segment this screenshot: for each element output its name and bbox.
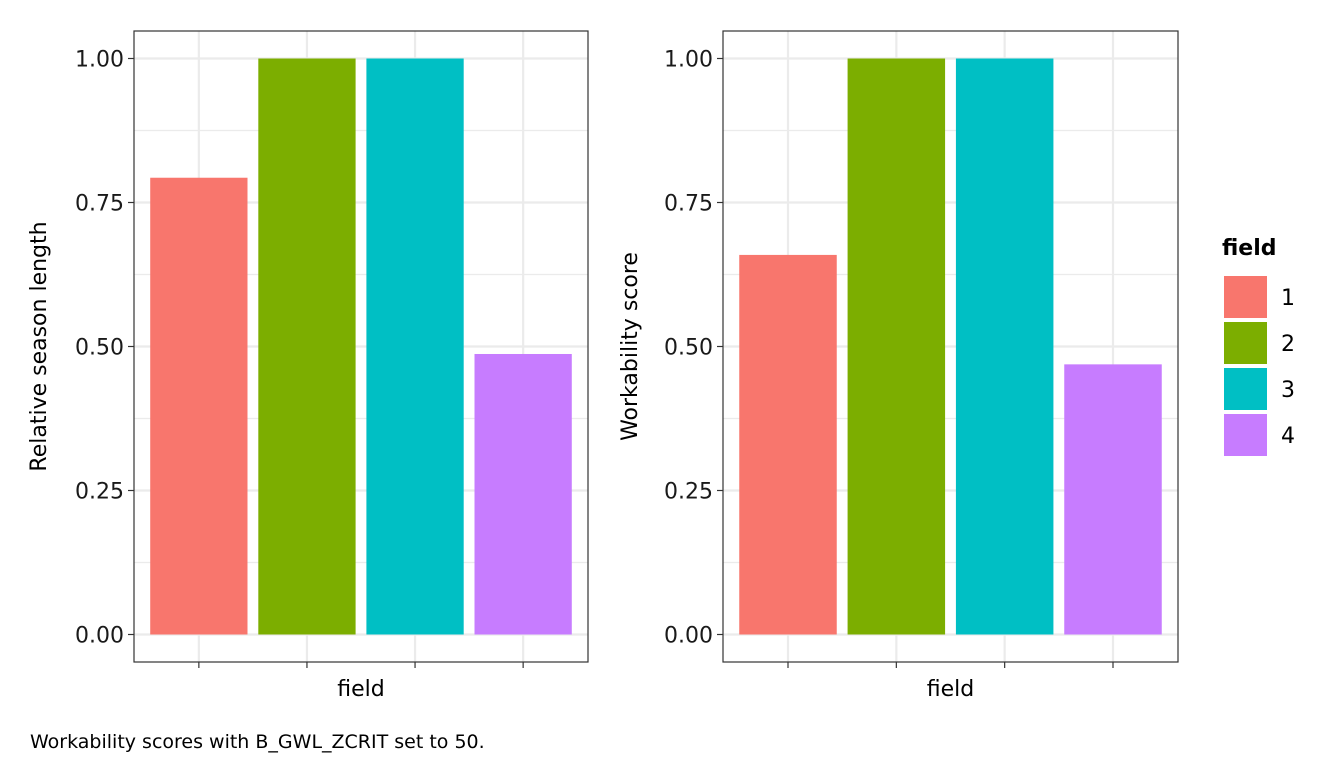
y-tick-label: 0.75 (664, 192, 713, 217)
bar-field-3 (955, 58, 1054, 635)
bar-field-4 (1064, 364, 1162, 635)
chart-panel-relative-season-length: 0.00 0.25 0.50 0.75 1.00 field Relative seas… (27, 30, 589, 702)
y-tick-label: 1.00 (75, 48, 124, 73)
bars (150, 58, 572, 635)
bars (739, 58, 1162, 635)
legend-label: 2 (1281, 332, 1295, 357)
legend-key-1 (1224, 276, 1267, 318)
legend-label: 4 (1281, 424, 1295, 449)
y-axis-title: Relative season length (27, 221, 52, 471)
y-tick-label: 0.50 (75, 336, 124, 361)
y-tick-label: 0.25 (664, 480, 713, 505)
y-tick-label: 0.50 (664, 336, 713, 361)
y-axis-title: Workability score (618, 252, 643, 441)
y-axis-ticks: 0.00 0.25 0.50 0.75 1.00 (664, 48, 1114, 668)
caption: Workability scores with B_GWL_ZCRIT set … (30, 731, 485, 753)
legend: field 1 2 3 4 (1222, 236, 1295, 456)
bar-field-2 (847, 58, 946, 635)
legend-label: 1 (1281, 286, 1295, 311)
legend-key-2 (1224, 322, 1267, 364)
y-axis-ticks: 0.00 0.25 0.50 0.75 1.00 (75, 48, 524, 668)
bar-field-4 (474, 353, 572, 635)
chart-panel-workability-score: 0.00 0.25 0.50 0.75 1.00 field Workability s… (618, 30, 1179, 702)
legend-key-3 (1224, 368, 1267, 410)
bar-field-3 (366, 58, 464, 635)
y-tick-label: 0.00 (75, 624, 124, 649)
bar-field-2 (258, 58, 356, 635)
legend-title: field (1222, 236, 1277, 261)
x-axis-title: field (337, 677, 384, 702)
y-tick-label: 0.25 (75, 480, 124, 505)
bar-field-1 (739, 254, 837, 635)
y-tick-label: 0.75 (75, 192, 124, 217)
legend-label: 3 (1281, 378, 1295, 403)
bar-field-1 (150, 177, 248, 635)
y-tick-label: 1.00 (664, 48, 713, 73)
y-tick-label: 0.00 (664, 624, 713, 649)
legend-key-4 (1224, 414, 1267, 456)
x-axis-title: field (927, 677, 974, 702)
